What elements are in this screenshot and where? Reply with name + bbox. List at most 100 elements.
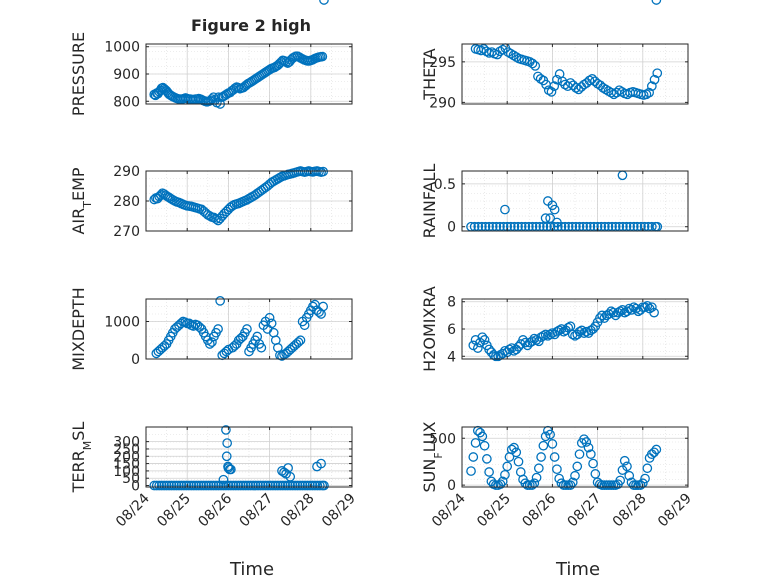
h2omixra-point: [506, 343, 517, 353]
theta-point: [644, 87, 654, 98]
theta-point: [652, 68, 663, 79]
terr_msl-xtick-label: 08/29: [319, 491, 359, 531]
terr_msl-xtick-label: 08/28: [278, 491, 318, 531]
terr_msl-point: [248, 480, 258, 491]
theta-point: [508, 50, 519, 61]
air_temp-ytick-label: 270: [113, 224, 140, 240]
pressure-point: [319, 0, 329, 5]
terr_msl-point: [268, 480, 278, 491]
terr_msl-point: [174, 480, 184, 491]
h2omixra-point: [479, 335, 490, 345]
sun_flux-point: [640, 473, 650, 484]
sun_flux-point: [642, 463, 653, 474]
h2omixra-ytick-label: 4: [447, 349, 456, 365]
terr_msl-point: [282, 480, 293, 491]
theta-point: [505, 48, 516, 59]
air_temp-ylabel: AIRTEMP: [69, 167, 94, 234]
terr_msl-point: [316, 458, 326, 469]
rainfall-ylabel: RAINFALL: [420, 164, 439, 239]
pressure-point: [282, 58, 293, 68]
mixdepth-frame: [145, 298, 353, 360]
theta-point: [527, 58, 538, 69]
terr_msl-point: [233, 480, 244, 491]
sun_flux-point: [527, 480, 537, 490]
theta-frame: [461, 43, 689, 105]
mixdepth-ylabel: MIXDEPTH: [69, 287, 88, 370]
theta-point: [646, 81, 657, 92]
sun_flux-point: [549, 452, 560, 462]
terr_msl-point: [285, 471, 296, 482]
pressure-point: [233, 82, 244, 93]
rainfall-ytick-label: 0: [447, 220, 456, 236]
terr_msl-point: [221, 480, 231, 491]
mixdepth-point: [207, 337, 217, 347]
sun_flux-point: [581, 437, 592, 447]
terr_msl-point: [191, 480, 202, 491]
terr_msl-point: [198, 480, 209, 491]
terr_msl-xtick-label: 08/24: [113, 490, 153, 530]
terr_msl-point: [240, 480, 251, 491]
h2omixra-point: [615, 306, 626, 317]
mixdepth-point: [213, 324, 223, 334]
terr_msl-point: [297, 480, 308, 491]
terr_msl-point: [263, 480, 273, 491]
mixdepth-point: [293, 337, 304, 347]
rainfall-point: [549, 204, 560, 215]
terr_msl-ylabel: TERRMSL: [69, 422, 94, 494]
terr_msl-point: [302, 480, 313, 491]
h2omixra-point: [581, 326, 592, 337]
terr_msl-point: [176, 480, 187, 491]
rainfall-point: [617, 170, 628, 181]
terr_msl-point: [211, 480, 221, 491]
h2omixra-axes: 4 6 8 H2OMIXRA: [420, 0, 689, 372]
terr_msl-point: [213, 480, 224, 491]
terr_msl-point: [218, 474, 229, 485]
sun_flux-axes: 08/24 08/25 08/26 08/27 08/28 08/29 0 500SUNFLU…: [420, 421, 695, 580]
sun_flux-point: [588, 458, 598, 469]
mixdepth-point: [295, 335, 306, 346]
terr_msl-point: [230, 480, 241, 491]
h2omixra-point: [642, 300, 653, 311]
h2omixra-point: [554, 325, 565, 336]
terr_msl-point: [181, 480, 192, 491]
terr_msl-ytick-label: 100: [113, 464, 140, 480]
theta-point: [565, 78, 576, 88]
theta-point: [503, 47, 513, 57]
rainfall-point: [545, 213, 555, 223]
sun_flux-point: [513, 456, 524, 467]
terr_msl-point: [151, 480, 162, 491]
sun_flux-point: [583, 442, 594, 453]
sun_flux-point: [538, 440, 549, 451]
terr_msl-point: [292, 480, 303, 491]
h2omixra-point: [538, 330, 549, 341]
rainfall-point: [540, 213, 551, 223]
sun_flux-xtick-label: 08/26: [519, 490, 559, 530]
terr_msl-point: [270, 480, 281, 491]
terr_msl-point: [179, 480, 189, 491]
terr_msl-point: [164, 480, 174, 491]
h2omixra-point: [631, 303, 641, 314]
theta-point: [552, 74, 562, 85]
h2omixra-point: [651, 0, 662, 5]
sun_flux-point: [572, 461, 583, 472]
sun_flux-point: [484, 467, 494, 477]
sun_flux-ylabel: SUNFLUX: [420, 421, 445, 492]
mixdepth-point: [205, 339, 215, 349]
theta-point: [511, 52, 522, 62]
terr_msl-point: [307, 480, 318, 491]
theta-point: [584, 75, 595, 86]
sun_flux-point: [649, 447, 659, 458]
air_temp-point: [318, 166, 329, 177]
h2omixra-point: [472, 343, 483, 353]
terr_msl-ytick-label: 150: [113, 457, 140, 473]
pressure-ytick-label: 800: [113, 94, 140, 110]
terr_msl-point: [193, 480, 204, 491]
sun_flux-ytick-label: 500: [429, 431, 456, 447]
terr_msl-point: [208, 480, 219, 491]
terr_msl-ytick-label: 0: [131, 479, 140, 495]
pressure-point: [213, 92, 224, 103]
sun_flux-point: [552, 464, 562, 475]
